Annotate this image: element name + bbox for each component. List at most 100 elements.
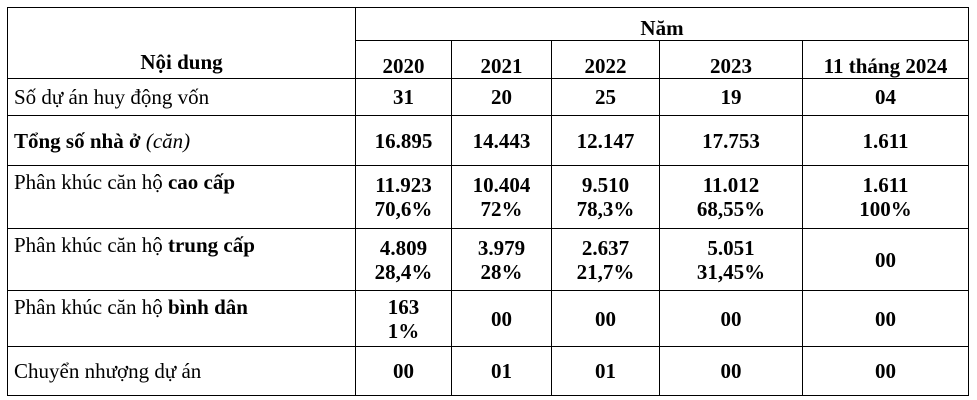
cell-text: 2.637 bbox=[581, 235, 630, 260]
cell-text: 01 bbox=[595, 359, 616, 383]
value-cell: 20 bbox=[451, 78, 552, 116]
cell-text: 1% bbox=[387, 318, 420, 343]
cell-text: 3.979 bbox=[477, 235, 526, 260]
value-cell: 16.895 bbox=[355, 115, 452, 166]
cell-text: 4.809 bbox=[379, 235, 428, 260]
year-header: 2023 bbox=[659, 40, 803, 79]
value-cell: 00 bbox=[551, 290, 660, 347]
label-text: Phân khúc căn hộ bbox=[14, 295, 168, 319]
cell-text: 04 bbox=[875, 85, 896, 109]
cell-text: 00 bbox=[393, 359, 414, 383]
label-text: Phân khúc căn hộ bbox=[14, 170, 168, 194]
cell-text: 10.404 bbox=[472, 173, 531, 197]
cell-text: 70,6% bbox=[374, 197, 433, 221]
value-cell: 4.809 28,4% bbox=[355, 228, 452, 291]
cell-text: 1.611 bbox=[862, 128, 909, 153]
cell-text: 31,45% bbox=[696, 259, 766, 284]
value-cell: 00 bbox=[355, 346, 452, 396]
year-header: 2020 bbox=[355, 40, 452, 79]
cell-text: 00 bbox=[875, 359, 896, 383]
cell-text: 16.895 bbox=[374, 128, 433, 153]
cell-text: 21,7% bbox=[576, 259, 635, 284]
value-cell: 01 bbox=[451, 346, 552, 396]
label-text: (căn) bbox=[145, 128, 191, 153]
value-cell: 1.611 100% bbox=[802, 165, 969, 229]
value-cell: 17.753 bbox=[659, 115, 803, 166]
value-cell: 01 bbox=[551, 346, 660, 396]
cell-text: 00 bbox=[875, 247, 896, 272]
cell-text: 28% bbox=[480, 259, 523, 284]
value-cell: 11.923 70,6% bbox=[355, 165, 452, 229]
cell-text: 5.051 bbox=[707, 235, 755, 260]
header-row: Nội dung Năm bbox=[7, 7, 969, 79]
table-row: Phân khúc căn hộ cao cấp 11.923 70,6% 10.40… bbox=[7, 165, 969, 229]
data-table: Nội dung Năm 2020 2021 2022 2023 11 tháng 20… bbox=[7, 7, 969, 396]
value-cell: 11.012 68,55% bbox=[659, 165, 803, 229]
table-row: Số dự án huy động vốn 31 20 25 19 04 bbox=[7, 78, 969, 116]
row-label: Số dự án huy động vốn bbox=[7, 78, 356, 116]
value-cell: 04 bbox=[802, 78, 969, 116]
cell-text: 17.753 bbox=[702, 128, 760, 153]
year-header: 2022 bbox=[551, 40, 660, 79]
cell-text: 9.510 bbox=[581, 173, 630, 197]
cell-text: 19 bbox=[720, 85, 742, 109]
label-text: Chuyển nhượng dự án bbox=[14, 359, 202, 383]
value-cell: 3.979 28% bbox=[451, 228, 552, 291]
cell-text: 1.611 bbox=[862, 173, 909, 197]
cell-text: 14.443 bbox=[472, 128, 531, 153]
cell-text: 28,4% bbox=[374, 259, 433, 284]
cell-text: 00 bbox=[595, 306, 616, 331]
cell-text: 31 bbox=[393, 85, 414, 109]
value-cell: 14.443 bbox=[451, 115, 552, 166]
cell-text: 72% bbox=[480, 197, 523, 221]
value-cell: 00 bbox=[451, 290, 552, 347]
year-header: 11 tháng 2024 bbox=[802, 40, 969, 79]
row-label: Phân khúc căn hộ trung cấp bbox=[7, 228, 356, 291]
value-cell: 10.404 72% bbox=[451, 165, 552, 229]
cell-text: 20 bbox=[491, 85, 512, 109]
cell-text: 00 bbox=[875, 306, 896, 331]
label-text: bình dân bbox=[167, 295, 248, 319]
label-text: Tổng số nhà ở bbox=[14, 128, 146, 153]
value-cell: 19 bbox=[659, 78, 803, 116]
label-text: Số dự án huy động vốn bbox=[14, 85, 210, 109]
table-row: Phân khúc căn hộ bình dân 163 1% 00 00 00 00 bbox=[7, 290, 969, 347]
cell-text: 12.147 bbox=[576, 128, 635, 153]
cell-text: 163 bbox=[387, 294, 420, 319]
cell-text: 00 bbox=[720, 359, 742, 383]
cell-text: 01 bbox=[491, 359, 512, 383]
value-cell: 9.510 78,3% bbox=[551, 165, 660, 229]
cell-text: 00 bbox=[720, 306, 742, 331]
value-cell: 2.637 21,7% bbox=[551, 228, 660, 291]
content-header: Nội dung bbox=[7, 7, 356, 79]
value-cell: 00 bbox=[802, 346, 969, 396]
year-header: 2021 bbox=[451, 40, 552, 79]
year-group-header: Năm bbox=[355, 7, 969, 41]
cell-text: 68,55% bbox=[696, 197, 766, 221]
label-text: Phân khúc căn hộ bbox=[14, 233, 168, 257]
cell-text: 00 bbox=[491, 306, 512, 331]
cell-text: 11.012 bbox=[702, 173, 760, 197]
table-row: Tổng số nhà ở (căn) 16.895 14.443 12.147 17.… bbox=[7, 115, 969, 166]
cell-text: 100% bbox=[859, 197, 912, 221]
value-cell: 25 bbox=[551, 78, 660, 116]
cell-text: 25 bbox=[595, 85, 616, 109]
label-text: cao cấp bbox=[167, 170, 236, 194]
table-row: Phân khúc căn hộ trung cấp 4.809 28,4% 3.97… bbox=[7, 228, 969, 291]
value-cell: 00 bbox=[802, 228, 969, 291]
value-cell: 00 bbox=[802, 290, 969, 347]
row-label: Chuyển nhượng dự án bbox=[7, 346, 356, 396]
value-cell: 31 bbox=[355, 78, 452, 116]
value-cell: 12.147 bbox=[551, 115, 660, 166]
row-label: Tổng số nhà ở (căn) bbox=[7, 115, 356, 166]
value-cell: 1.611 bbox=[802, 115, 969, 166]
cell-text: 78,3% bbox=[576, 197, 635, 221]
row-label: Phân khúc căn hộ cao cấp bbox=[7, 165, 356, 229]
cell-text: 11.923 bbox=[375, 173, 432, 197]
table-body: Số dự án huy động vốn 31 20 25 19 04 Tổng số n… bbox=[7, 78, 969, 396]
table-row: Chuyển nhượng dự án 00 01 01 00 00 bbox=[7, 346, 969, 396]
label-text: trung cấp bbox=[167, 233, 255, 257]
value-cell: 163 1% bbox=[355, 290, 452, 347]
value-cell: 00 bbox=[659, 346, 803, 396]
